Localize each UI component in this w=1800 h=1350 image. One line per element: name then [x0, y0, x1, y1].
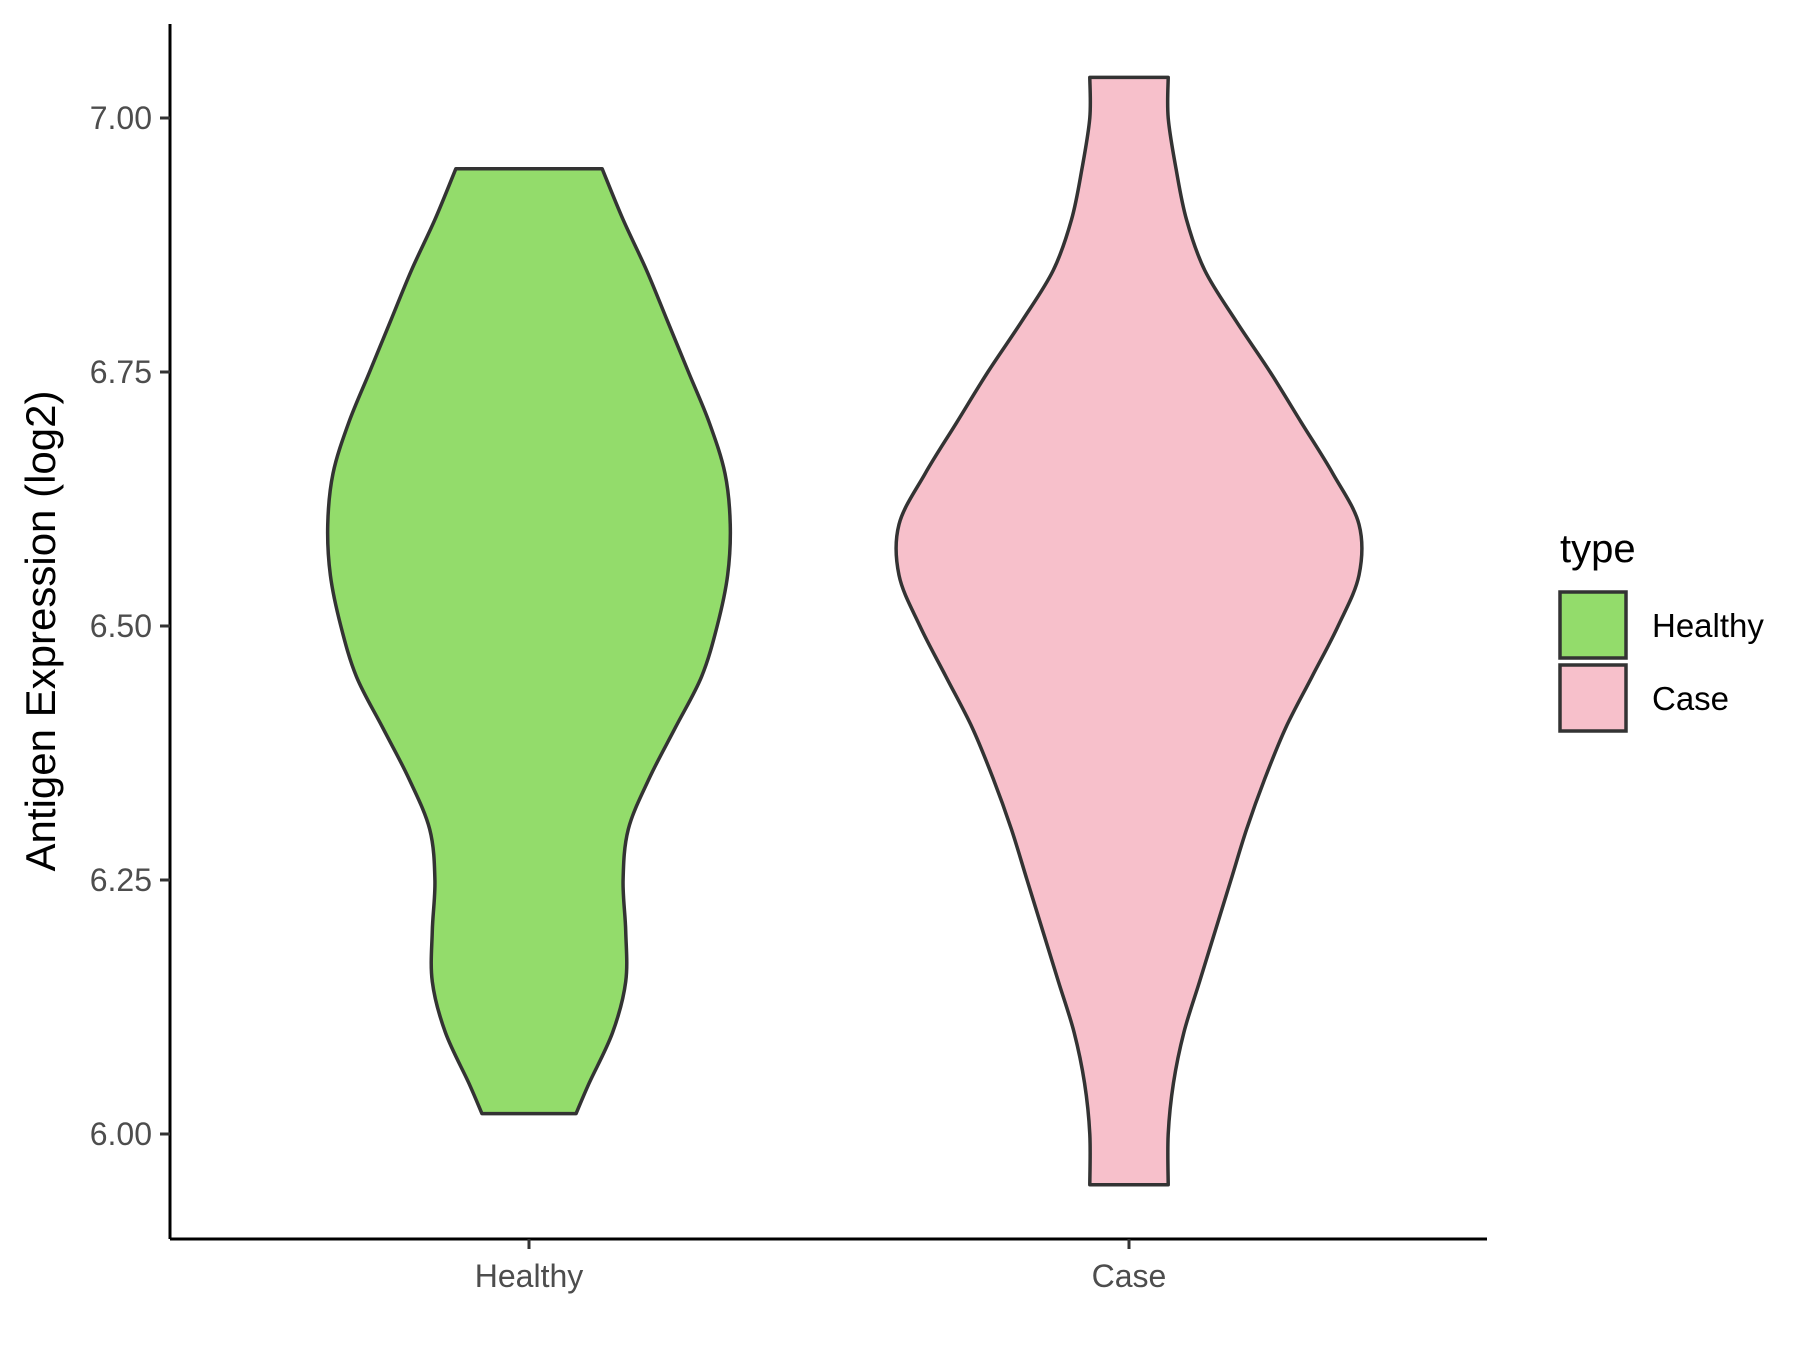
legend-key-case [1558, 663, 1628, 733]
violin-layer [325, 75, 1364, 1187]
legend-title: type [1560, 527, 1636, 571]
violin-healthy [325, 167, 733, 1116]
y-tick-label: 7.00 [90, 100, 152, 136]
legend-key-healthy [1558, 590, 1628, 660]
legend-label: Case [1652, 680, 1729, 717]
x-ticks: Healthy Case [475, 1239, 1167, 1294]
y-tick-label: 6.00 [90, 1116, 152, 1152]
legend: type Healthy Case [1558, 527, 1764, 733]
y-tick-label: 6.50 [90, 608, 152, 644]
violin-case [894, 75, 1364, 1187]
y-tick-label: 6.25 [90, 862, 152, 898]
y-tick-label: 6.75 [90, 354, 152, 390]
x-tick-label: Healthy [475, 1258, 584, 1294]
y-ticks: 6.00 6.25 6.50 6.75 7.00 [90, 100, 170, 1152]
legend-label: Healthy [1652, 607, 1764, 644]
x-tick-label: Case [1092, 1258, 1167, 1294]
axes [168, 24, 1487, 1241]
y-axis-title: Antigen Expression (log2) [17, 391, 64, 872]
